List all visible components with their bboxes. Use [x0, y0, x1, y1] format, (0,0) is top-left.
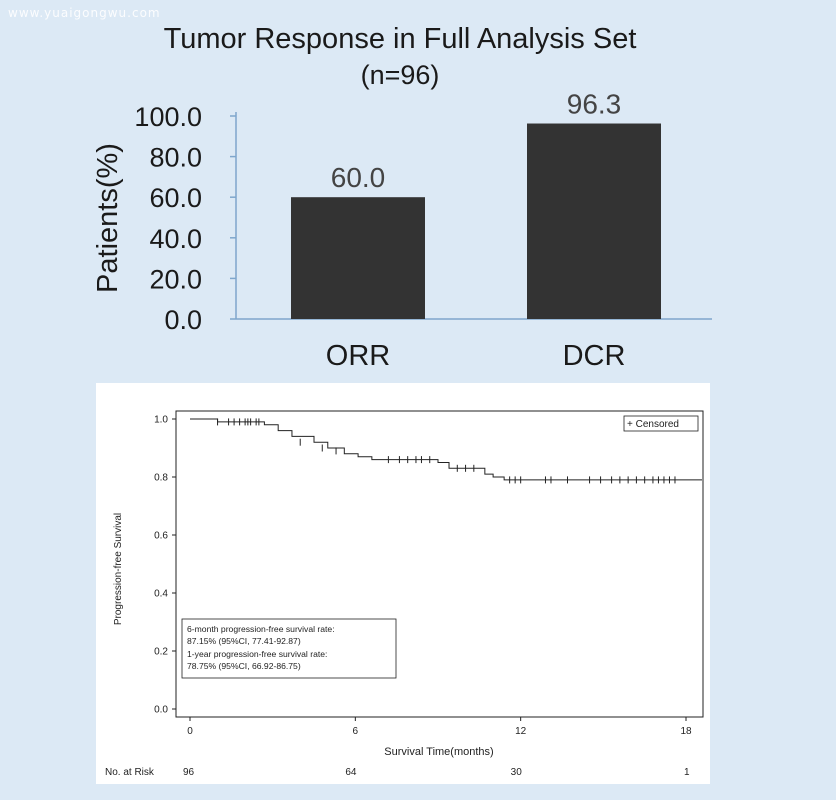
y-tick-label: 80.0 — [149, 143, 202, 173]
km-x-tick-label: 0 — [187, 726, 193, 737]
km-y-axis-label: Progression-free Survival — [113, 513, 124, 625]
km-y-tick-label: 1.0 — [154, 415, 168, 426]
y-tick-label: 100.0 — [134, 102, 202, 132]
annotation-line-3: 1-year progression-free survival rate: — [187, 649, 327, 659]
x-category-label: ORR — [326, 340, 390, 372]
annotation-box — [181, 618, 397, 679]
plot-frame — [175, 410, 704, 718]
km-x-tick-label: 18 — [680, 726, 692, 737]
y-tick-label: 40.0 — [149, 224, 202, 254]
at-risk-count: 96 — [183, 767, 195, 778]
annotation-line-1: 6-month progression-free survival rate: — [187, 624, 335, 634]
kaplan-meier-panel: 0.0 0.2 0.4 0.6 0.8 1.0 0 6 12 18 Progression-fr… — [96, 383, 710, 784]
km-y-tick-label: 0.2 — [154, 647, 168, 658]
y-tick-label: 0.0 — [164, 305, 202, 335]
at-risk-label: No. at Risk — [105, 767, 155, 778]
y-tick-label: 60.0 — [149, 183, 202, 213]
bar-orr — [291, 197, 425, 319]
tumor-response-bar-chart: Tumor Response in Full Analysis Set (n=9… — [92, 23, 712, 372]
at-risk-count: 1 — [684, 767, 690, 778]
progression-free-survival-chart: 0.0 0.2 0.4 0.6 0.8 1.0 0 6 12 18 Progression-fr… — [105, 410, 704, 778]
survival-curve — [190, 418, 702, 481]
km-y-tick-label: 0.0 — [154, 705, 168, 716]
annotation-line-4: 78.75% (95%CI, 66.92-86.75) — [187, 661, 301, 671]
y-axis-label: Patients(%) — [92, 143, 124, 293]
km-x-tick-label: 12 — [515, 726, 527, 737]
bar-value-label: 96.3 — [567, 89, 622, 120]
at-risk-count: 30 — [511, 767, 523, 778]
y-tick-label: 20.0 — [149, 264, 202, 294]
annotation-line-2: 87.15% (95%CI, 77.41-92.87) — [187, 636, 301, 646]
km-y-tick-label: 0.8 — [154, 473, 168, 484]
chart-title: Tumor Response in Full Analysis Set — [164, 23, 637, 55]
x-category-label: DCR — [563, 340, 626, 372]
censored-legend: + Censored — [623, 415, 699, 432]
km-y-tick-label: 0.4 — [154, 589, 168, 600]
watermark-text: www.yuaigongwu.com — [8, 6, 161, 20]
at-risk-count: 64 — [345, 767, 357, 778]
legend-label: + Censored — [627, 419, 679, 430]
bar-value-label: 60.0 — [331, 162, 386, 193]
km-x-axis-label: Survival Time(months) — [384, 746, 493, 758]
legend-box — [623, 415, 699, 432]
chart-subtitle: (n=96) — [361, 60, 440, 90]
km-x-tick-label: 6 — [353, 726, 359, 737]
bar-dcr — [527, 123, 661, 319]
survival-rate-annotation: 6-month progression-free survival rate: … — [181, 618, 397, 679]
km-y-tick-label: 0.6 — [154, 531, 168, 542]
